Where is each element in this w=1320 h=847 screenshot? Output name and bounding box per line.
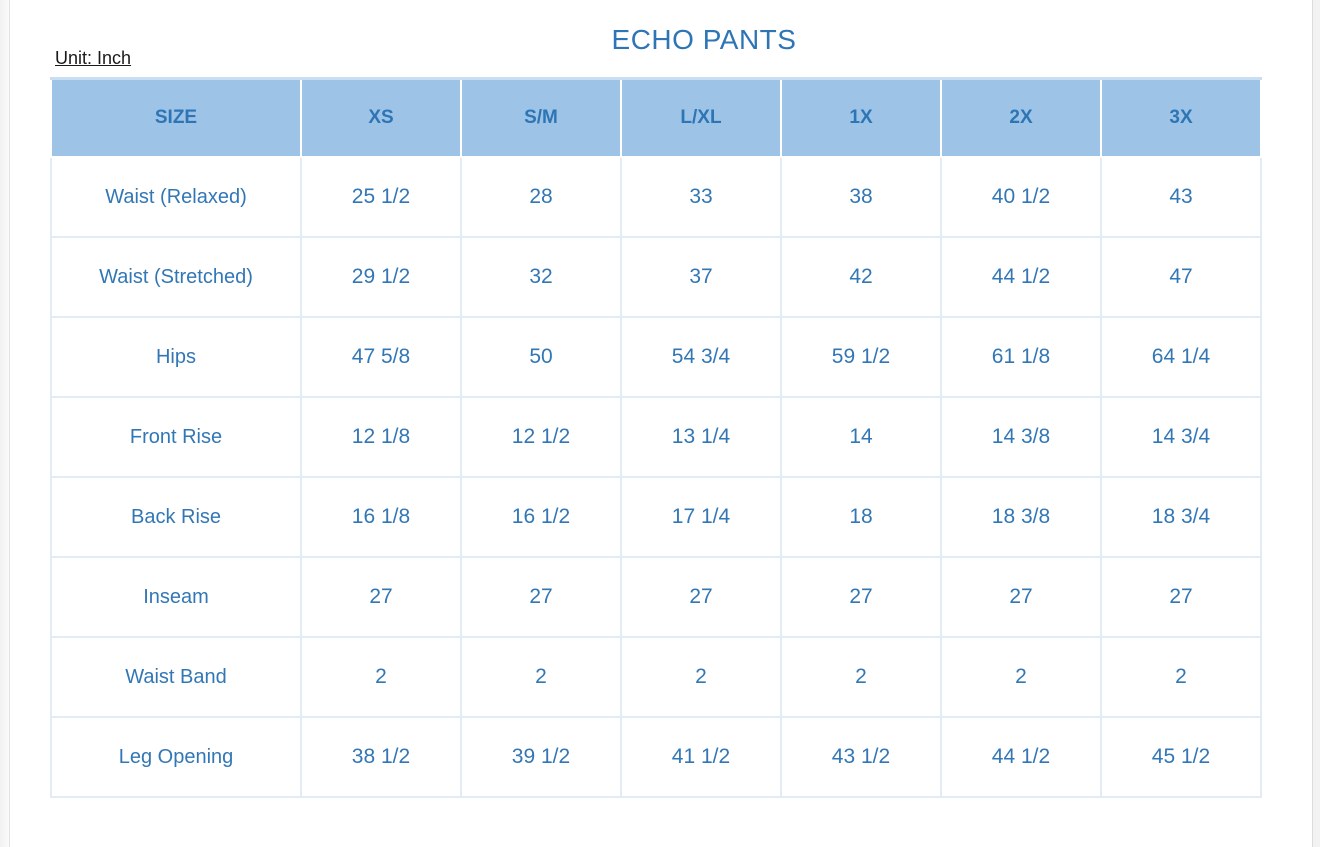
measurement-cell: 47 (1100, 236, 1262, 318)
measurement-cell: 54 3/4 (620, 316, 782, 398)
measurement-cell: 47 5/8 (300, 316, 462, 398)
measurement-cell: 28 (460, 156, 622, 238)
header-row: SIZE XS S/M L/XL 1X 2X 3X (50, 77, 1262, 158)
measurement-cell: 18 3/4 (1100, 476, 1262, 558)
measurement-cell: 16 1/2 (460, 476, 622, 558)
column-header: L/XL (620, 77, 782, 158)
measurement-cell: 14 (780, 396, 942, 478)
page-edge-left (0, 0, 10, 847)
column-header: 2X (940, 77, 1102, 158)
table-row: Hips 47 5/8 50 54 3/4 59 1/2 61 1/8 64 1/4 (50, 316, 1262, 398)
table-row: Leg Opening 38 1/2 39 1/2 41 1/2 43 1/2 44 1/… (50, 716, 1262, 798)
size-chart-body: Waist (Relaxed) 25 1/2 28 33 38 40 1/2 43 Waist… (50, 156, 1262, 798)
measurement-cell: 16 1/8 (300, 476, 462, 558)
measurement-cell: 27 (300, 556, 462, 638)
table-row: Waist (Stretched) 29 1/2 32 37 42 44 1/2 47 (50, 236, 1262, 318)
table-row: Waist (Relaxed) 25 1/2 28 33 38 40 1/2 43 (50, 156, 1262, 238)
measurement-cell: 50 (460, 316, 622, 398)
measurement-cell: 18 3/8 (940, 476, 1102, 558)
row-label: Hips (50, 316, 302, 398)
measurement-cell: 45 1/2 (1100, 716, 1262, 798)
measurement-cell: 2 (1100, 636, 1262, 718)
size-chart-header: SIZE XS S/M L/XL 1X 2X 3X (50, 77, 1262, 158)
measurement-cell: 27 (1100, 556, 1262, 638)
measurement-cell: 32 (460, 236, 622, 318)
measurement-cell: 33 (620, 156, 782, 238)
measurement-cell: 2 (780, 636, 942, 718)
row-label: Inseam (50, 556, 302, 638)
measurement-cell: 39 1/2 (460, 716, 622, 798)
column-header: 3X (1100, 77, 1262, 158)
measurement-cell: 38 (780, 156, 942, 238)
row-label: Waist Band (50, 636, 302, 718)
row-label: Leg Opening (50, 716, 302, 798)
measurement-cell: 27 (780, 556, 942, 638)
column-header: SIZE (50, 77, 302, 158)
measurement-cell: 2 (300, 636, 462, 718)
measurement-cell: 40 1/2 (940, 156, 1102, 238)
measurement-cell: 18 (780, 476, 942, 558)
column-header: XS (300, 77, 462, 158)
measurement-cell: 2 (620, 636, 782, 718)
measurement-cell: 29 1/2 (300, 236, 462, 318)
measurement-cell: 17 1/4 (620, 476, 782, 558)
page-edge-right (1312, 0, 1320, 847)
row-label: Back Rise (50, 476, 302, 558)
row-label: Waist (Relaxed) (50, 156, 302, 238)
column-header: 1X (780, 77, 942, 158)
table-row: Inseam 27 27 27 27 27 27 (50, 556, 1262, 638)
measurement-cell: 14 3/4 (1100, 396, 1262, 478)
measurement-cell: 38 1/2 (300, 716, 462, 798)
page-title: ECHO PANTS (611, 24, 797, 55)
table-row: Front Rise 12 1/8 12 1/2 13 1/4 14 14 3/8 14 3… (50, 396, 1262, 478)
row-label: Waist (Stretched) (50, 236, 302, 318)
measurement-cell: 61 1/8 (940, 316, 1102, 398)
size-chart-table: SIZE XS S/M L/XL 1X 2X 3X Waist (Relaxed) 25 1/… (50, 77, 1262, 798)
row-label: Front Rise (50, 396, 302, 478)
measurement-cell: 43 1/2 (780, 716, 942, 798)
measurement-cell: 43 (1100, 156, 1262, 238)
measurement-cell: 41 1/2 (620, 716, 782, 798)
measurement-cell: 2 (940, 636, 1102, 718)
measurement-cell: 12 1/8 (300, 396, 462, 478)
table-row: Back Rise 16 1/8 16 1/2 17 1/4 18 18 3/8 18 3/… (50, 476, 1262, 558)
measurement-cell: 42 (780, 236, 942, 318)
measurement-cell: 64 1/4 (1100, 316, 1262, 398)
measurement-cell: 25 1/2 (300, 156, 462, 238)
measurement-cell: 59 1/2 (780, 316, 942, 398)
table-row: Waist Band 2 2 2 2 2 2 (50, 636, 1262, 718)
measurement-cell: 27 (940, 556, 1102, 638)
column-header: S/M (460, 77, 622, 158)
measurement-cell: 44 1/2 (940, 716, 1102, 798)
measurement-cell: 27 (620, 556, 782, 638)
unit-label: Unit: Inch (55, 48, 132, 68)
measurement-cell: 44 1/2 (940, 236, 1102, 318)
measurement-cell: 13 1/4 (620, 396, 782, 478)
measurement-cell: 27 (460, 556, 622, 638)
measurement-cell: 12 1/2 (460, 396, 622, 478)
measurement-cell: 2 (460, 636, 622, 718)
measurement-cell: 14 3/8 (940, 396, 1102, 478)
measurement-cell: 37 (620, 236, 782, 318)
